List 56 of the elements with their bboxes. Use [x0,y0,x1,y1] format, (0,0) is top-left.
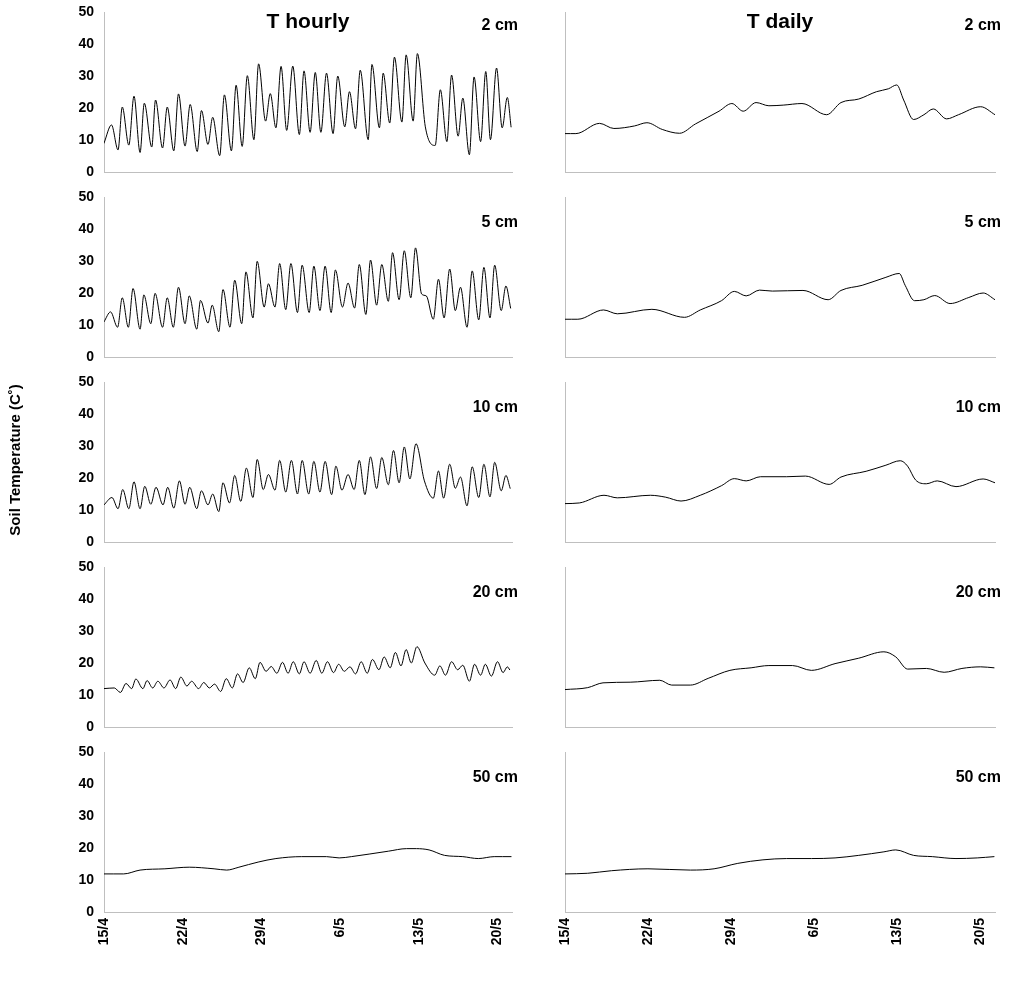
y-tick-label: 10 [78,685,95,702]
chart-title: T daily [746,9,814,32]
x-tick-label: 15/4 [555,917,572,946]
y-tick-label: 20 [78,653,95,670]
y-tick-label: 0 [86,717,95,734]
y-tick-label: 0 [86,162,95,179]
y-axis-title: Soil Temperature (C˚) [6,384,23,536]
y-tick-label: 0 [86,902,95,919]
y-tick-label: 30 [78,806,95,823]
y-tick-label: 0 [86,347,95,364]
y-tick-label: 20 [78,468,95,485]
x-tick-label: 15/4 [94,917,111,946]
y-tick-label: 10 [78,870,95,887]
y-tick-label: 40 [78,219,95,236]
y-tick-label: 10 [78,315,95,332]
x-tick-label: 22/4 [638,917,655,946]
annotation: 5 cm [481,213,518,230]
y-tick-label: 50 [78,742,95,759]
x-tick-label: 13/5 [887,917,904,946]
annotation: 2 cm [964,16,1001,33]
y-tick-label: 30 [78,436,95,453]
x-tick-label: 20/5 [488,917,505,946]
x-tick-label: 20/5 [970,917,987,946]
y-tick-label: 50 [78,557,95,574]
y-tick-label: 10 [78,130,95,147]
y-tick-label: 40 [78,589,95,606]
annotation: 50 cm [955,768,1001,785]
y-tick-label: 20 [78,838,95,855]
x-tick-label: 6/5 [330,917,347,938]
y-tick-label: 50 [78,187,95,204]
y-tick-label: 20 [78,283,95,300]
y-tick-label: 0 [86,532,95,549]
chart-title: T hourly [266,9,350,32]
annotation: 20 cm [955,583,1001,600]
line-series [104,247,512,333]
y-tick-label: 50 [78,372,95,389]
annotation: 5 cm [964,213,1001,230]
annotation: 50 cm [472,768,518,785]
y-tick-label: 20 [78,98,95,115]
y-tick-label: 10 [78,500,95,517]
x-tick-label: 22/4 [173,917,190,946]
annotation: 2 cm [481,16,518,33]
x-tick-label: 29/4 [252,917,269,946]
annotation: 20 cm [472,583,518,600]
x-tick-label: 13/5 [409,917,426,946]
y-tick-label: 40 [78,34,95,51]
x-tick-label: 29/4 [721,917,738,946]
y-tick-label: 50 [78,2,95,19]
y-tick-label: 30 [78,66,95,83]
annotation: 10 cm [955,398,1001,415]
y-tick-label: 40 [78,404,95,421]
y-tick-label: 30 [78,251,95,268]
y-tick-label: 30 [78,621,95,638]
annotation: 10 cm [472,398,518,415]
y-tick-label: 40 [78,774,95,791]
x-tick-label: 6/5 [804,917,821,938]
